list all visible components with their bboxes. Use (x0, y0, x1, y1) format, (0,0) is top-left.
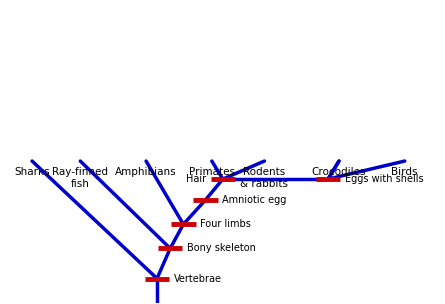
Text: Amphibians: Amphibians (115, 167, 177, 177)
Text: Vertebrae: Vertebrae (174, 274, 222, 284)
Text: Amniotic egg: Amniotic egg (222, 195, 286, 205)
Text: Rodents
& rabbits: Rodents & rabbits (240, 167, 288, 189)
Text: Crocodiles: Crocodiles (312, 167, 366, 177)
Text: Four limbs: Four limbs (200, 219, 251, 229)
Text: Birds: Birds (392, 167, 418, 177)
Text: Ray-finned
fish: Ray-finned fish (53, 167, 108, 189)
Text: Sharks: Sharks (14, 167, 50, 177)
Text: Hair: Hair (186, 174, 206, 184)
Text: Bony skeleton: Bony skeleton (187, 244, 256, 254)
Text: Primates: Primates (189, 167, 235, 177)
Text: Eggs with shells: Eggs with shells (345, 174, 423, 184)
